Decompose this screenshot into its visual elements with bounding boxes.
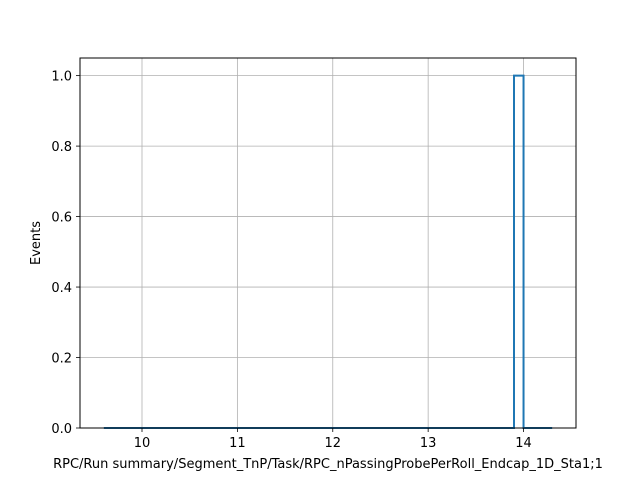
x-axis-ticks: 10 11 12 13 14 — [134, 428, 532, 451]
x-tick-label: 14 — [515, 436, 532, 451]
y-tick-label: 0.8 — [51, 140, 72, 155]
x-tick-label: 10 — [134, 436, 151, 451]
x-tick-label: 12 — [324, 436, 341, 451]
y-axis-label: Events — [29, 221, 44, 265]
x-tick-label: 13 — [420, 436, 437, 451]
y-tick-label: 0.0 — [51, 422, 72, 437]
y-tick-label: 1.0 — [51, 70, 72, 85]
plot-frame — [79, 57, 577, 429]
x-axis-label: RPC/Run summary/Segment_TnP/Task/RPC_nPa… — [53, 457, 603, 472]
y-tick-label: 0.2 — [51, 352, 72, 367]
x-tick-label: 11 — [229, 436, 246, 451]
y-tick-label: 0.6 — [51, 211, 72, 226]
y-axis-ticks: 0.0 0.2 0.4 0.6 0.8 1.0 — [51, 70, 80, 437]
y-tick-label: 0.4 — [51, 281, 72, 296]
